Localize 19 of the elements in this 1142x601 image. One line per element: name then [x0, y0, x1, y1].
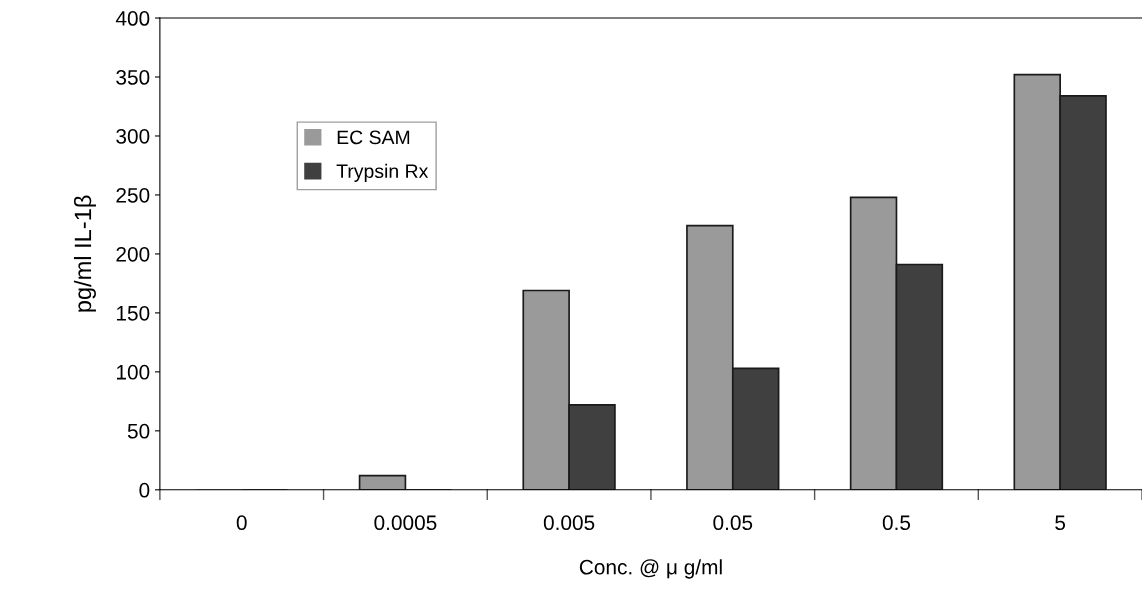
y-tick-label: 50	[127, 423, 150, 439]
legend-label: EC SAM	[337, 130, 410, 145]
x-tick-label: 5	[1055, 515, 1066, 531]
y-tick-label: 200	[116, 246, 150, 262]
y-tick-label: 350	[116, 70, 150, 85]
y-tick-label: 400	[115, 11, 150, 26]
y-tick-label: 0	[139, 482, 150, 498]
y-tick-label: 250	[116, 187, 150, 203]
y-tick-label: 150	[116, 305, 150, 321]
x-axis-title: Conc. @ μ g/ml	[579, 559, 722, 579]
legend-label: Trypsin Rx	[336, 163, 429, 182]
x-tick-label: 0.0005	[374, 515, 437, 531]
x-tick-label: 0	[236, 515, 247, 531]
x-tick-label: 0.5	[882, 515, 911, 531]
y-tick-label: 300	[116, 128, 150, 144]
y-axis-title: pg/ml IL-1β	[73, 195, 96, 312]
x-tick-label: 0.005	[543, 515, 595, 531]
x-tick-label: 0.05	[713, 515, 753, 531]
y-tick-label: 100	[116, 364, 150, 380]
